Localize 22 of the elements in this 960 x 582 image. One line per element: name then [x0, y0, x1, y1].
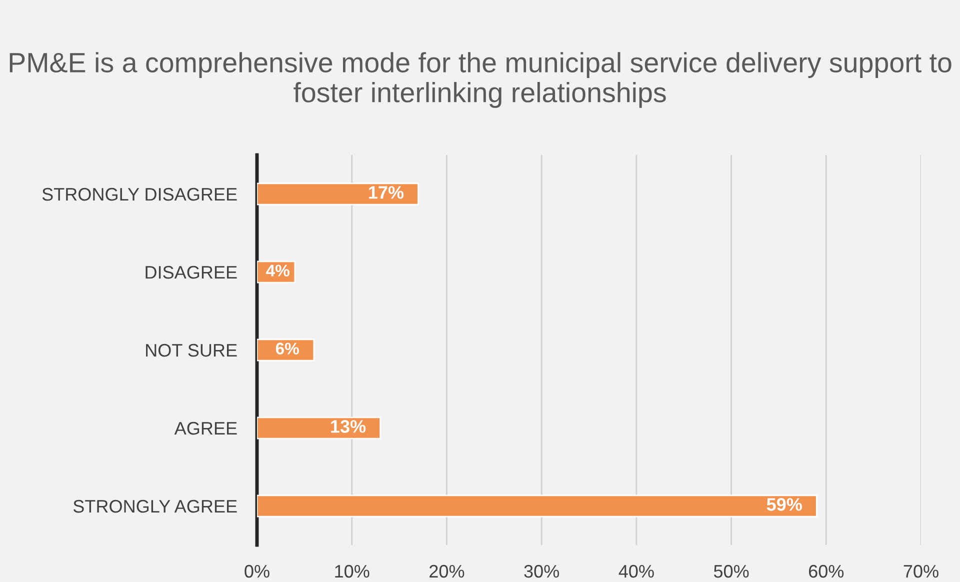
y-tick-label: DISAGREE — [146, 266, 237, 279]
x-tick-label: 20% — [430, 564, 464, 578]
x-tick-label: 60% — [808, 564, 844, 578]
data-label: 4% — [266, 264, 290, 276]
chart-title: PM&E is a comprehensive mode for the municipal service delivery support to foster interlinking relationships — [10, 52, 952, 108]
x-tick-label: 50% — [714, 564, 749, 578]
data-label: 13% — [331, 420, 366, 433]
x-tick-label: 30% — [524, 564, 559, 578]
y-tick-label: AGREE — [174, 422, 237, 435]
x-tick-label: 40% — [618, 564, 654, 578]
bar — [257, 416, 382, 440]
y-tick-label: STRONGLY DISAGREE — [42, 188, 237, 201]
y-tick-label: STRONGLY AGREE — [73, 500, 237, 513]
bar — [257, 494, 818, 518]
x-tick-label: 0% — [244, 564, 270, 578]
data-label: 59% — [766, 498, 802, 511]
y-tick-label: NOT SURE — [146, 344, 237, 357]
x-tick-label: 70% — [904, 564, 938, 578]
bar — [257, 182, 419, 206]
x-tick-label: 10% — [335, 564, 370, 578]
data-label: 17% — [369, 186, 404, 199]
data-label: 6% — [276, 342, 299, 354]
